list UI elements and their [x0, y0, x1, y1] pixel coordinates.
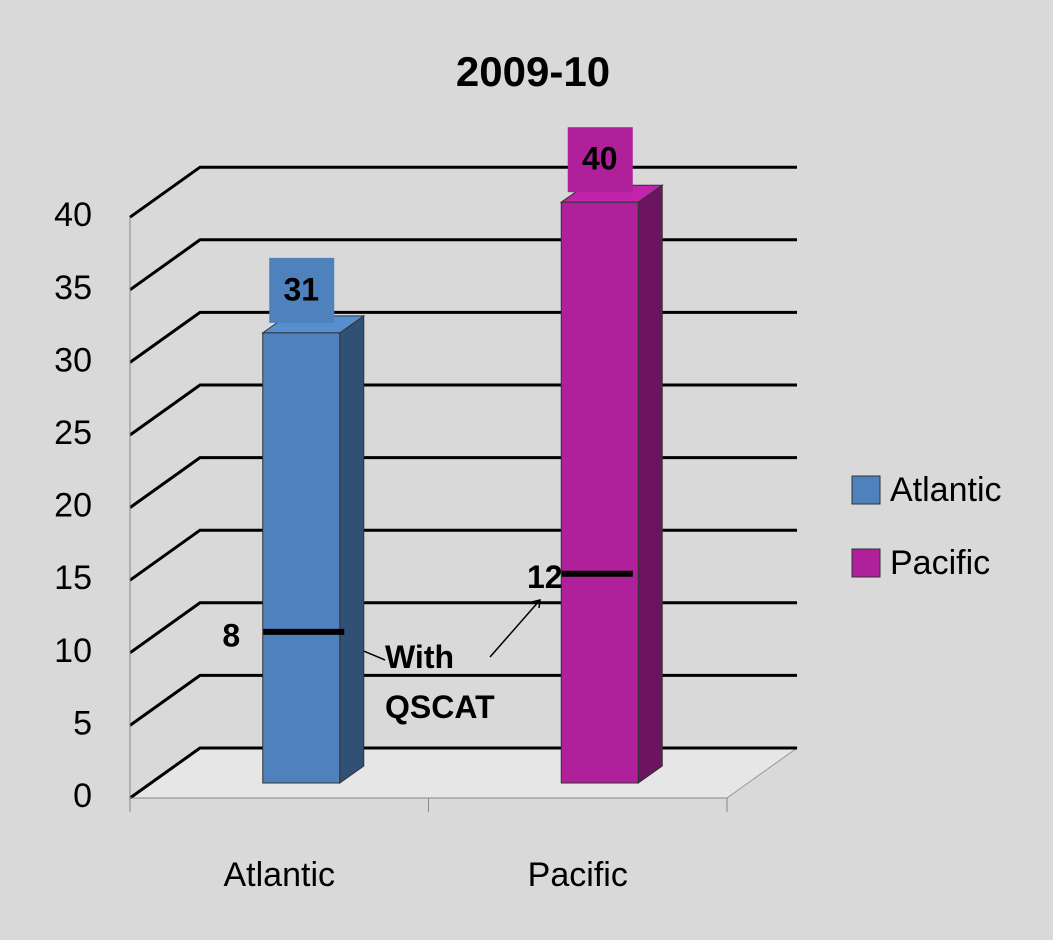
y-tick-label: 40 — [54, 196, 92, 234]
value-label-box — [567, 127, 633, 193]
y-tick-label: 20 — [54, 487, 92, 525]
x-tick-label: Atlantic — [224, 856, 336, 894]
chart-title: 2009-10 — [456, 48, 610, 95]
bar — [560, 201, 639, 784]
x-tick-label: Pacific — [528, 856, 628, 894]
y-tick-label: 35 — [54, 269, 92, 307]
legend-label: Pacific — [890, 544, 990, 582]
value-label: 40 — [582, 141, 618, 177]
qscat-value: 12 — [527, 559, 563, 595]
floor — [128, 747, 799, 799]
y-tick-label: 25 — [54, 414, 92, 452]
arrow — [489, 599, 541, 658]
legend-swatch — [851, 475, 881, 505]
bar-side — [637, 184, 663, 784]
y-tick-label: 0 — [73, 777, 92, 815]
annotation: With QSCAT — [385, 639, 495, 725]
y-tick-label: 15 — [54, 559, 92, 597]
legend-swatch — [851, 548, 881, 578]
bar-side — [339, 314, 365, 784]
bar — [262, 332, 341, 784]
qscat-value: 8 — [222, 617, 240, 653]
y-tick-label: 30 — [54, 341, 92, 379]
y-tick-label: 10 — [54, 632, 92, 670]
y-tick-label: 5 — [73, 704, 92, 742]
value-label: 31 — [283, 271, 319, 307]
legend-label: Atlantic — [890, 471, 1002, 509]
value-label-box — [269, 257, 335, 323]
